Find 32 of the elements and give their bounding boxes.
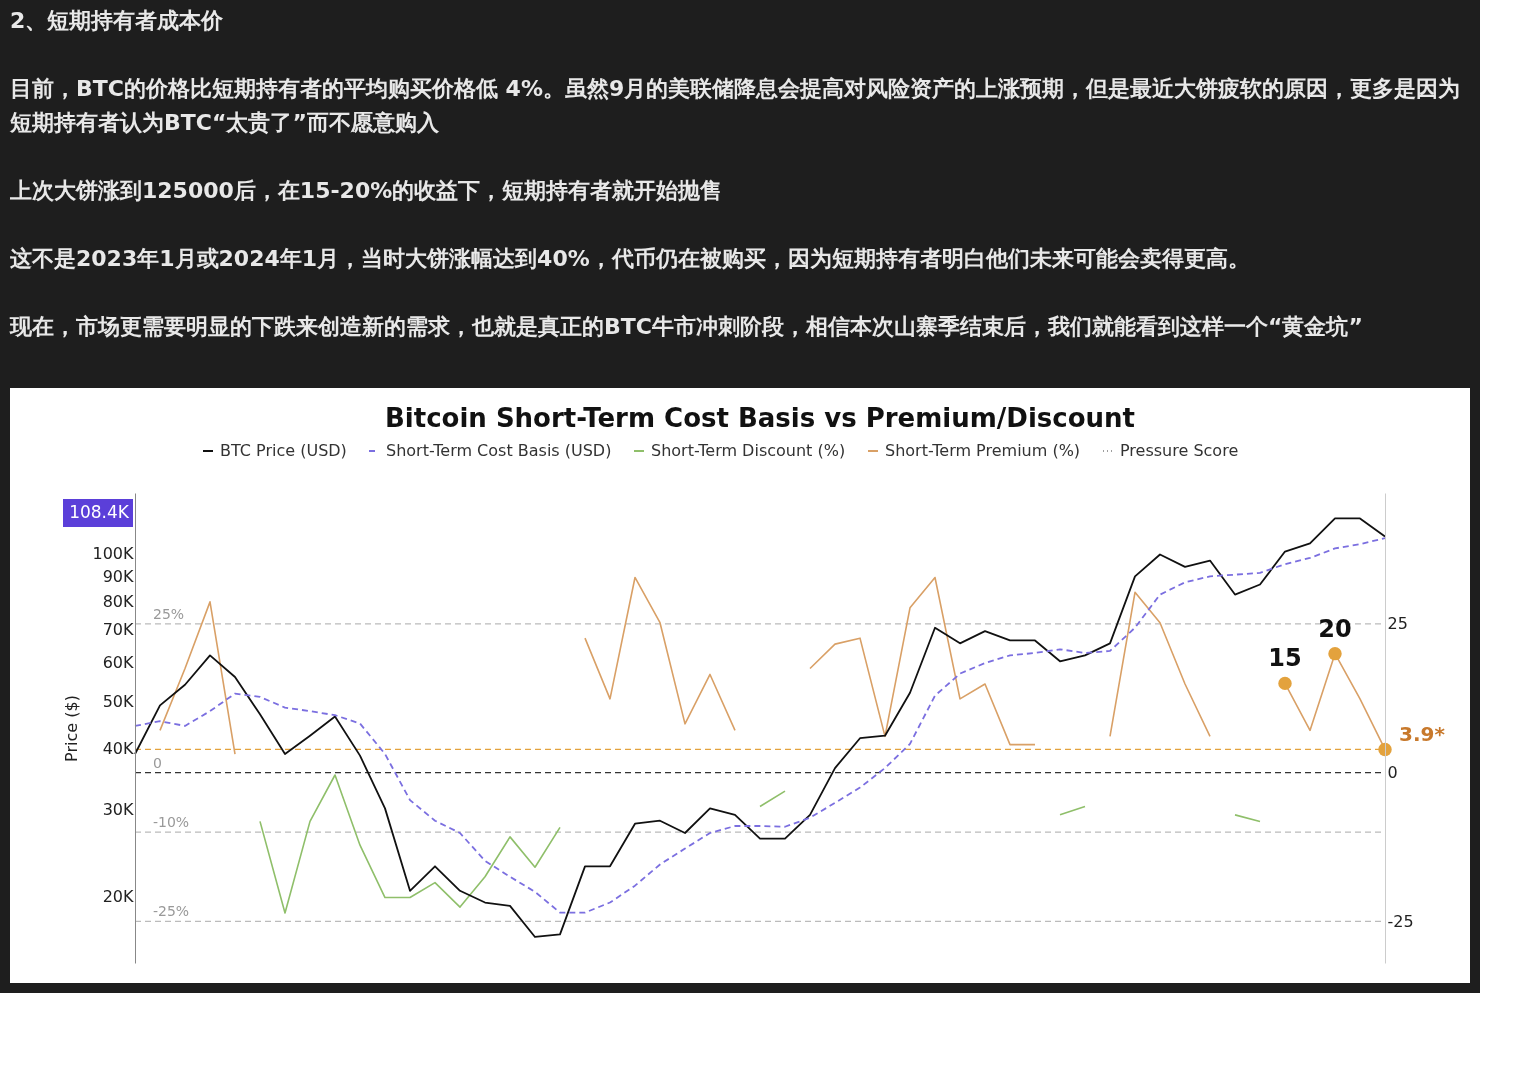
data-label: 15 (1268, 644, 1302, 673)
text: 上次大饼涨到125000后，在15-20%的收益下，短期持有者就开始抛售 (9, 178, 723, 203)
y-tick-label: 50K (102, 691, 134, 711)
y2-tick-label: 25 (1387, 614, 1408, 634)
y2-tick-label: -25 (1387, 911, 1414, 931)
ref-line-label: 25% (153, 605, 185, 622)
ref-line-label: 0 (153, 754, 162, 771)
text: 目前，BTC的价格比短期持有者的平均购买价格低 4%。虽然9月的美联储降息会提高对风险资产的上涨预期，但是最近大饼疲软的原因，更多是因为短期持有者认为BTC“太贵了”而不愿意购入 (9, 76, 1461, 135)
y2-tick-label: 0 (1387, 763, 1398, 783)
legend-label: Short-Term Cost Basis (USD) (386, 441, 612, 460)
ref-line-label: -10% (153, 814, 190, 831)
data-label: 20 (1318, 614, 1352, 643)
legend-label: BTC Price (USD) (220, 441, 347, 460)
chart-title: Bitcoin Short-Term Cost Basis vs Premium/Discount (384, 403, 1136, 433)
ref-line-label: -25% (153, 903, 190, 920)
text: 2、短期持有者成本价 (10, 8, 225, 33)
text: 108.4K (69, 502, 130, 522)
text: 现在，市场更需要明显的下跌来创造新的需求，也就是真正的BTC牛市冲刺阶段，相信本次山寨季结束后，我们就能看到这样一个“黄金坑” (9, 314, 1363, 339)
y-tick-label: 70K (102, 620, 134, 640)
y-tick-label: 90K (102, 566, 134, 586)
y-tick-label: 40K (102, 739, 134, 759)
y-tick-label: 100K (92, 544, 135, 564)
y-tick-label: 30K (102, 800, 134, 820)
y-tick-label: 60K (102, 652, 134, 672)
legend-label: Pressure Score (1120, 441, 1239, 460)
legend-label: Short-Term Premium (%) (885, 441, 1081, 460)
y-tick-label: 80K (102, 591, 134, 611)
text: 这不是2023年1月或2024年1月，当时大饼涨幅达到40%，代币仍在被购买，因为短期持有者明白他们未来可能会卖得更高。 (10, 246, 1250, 271)
y-axis-title: Price ($) (62, 695, 82, 762)
y-tick-label: 20K (102, 886, 134, 906)
legend-label: Short-Term Discount (%) (651, 441, 846, 460)
data-label: 3.9* (1399, 722, 1446, 747)
